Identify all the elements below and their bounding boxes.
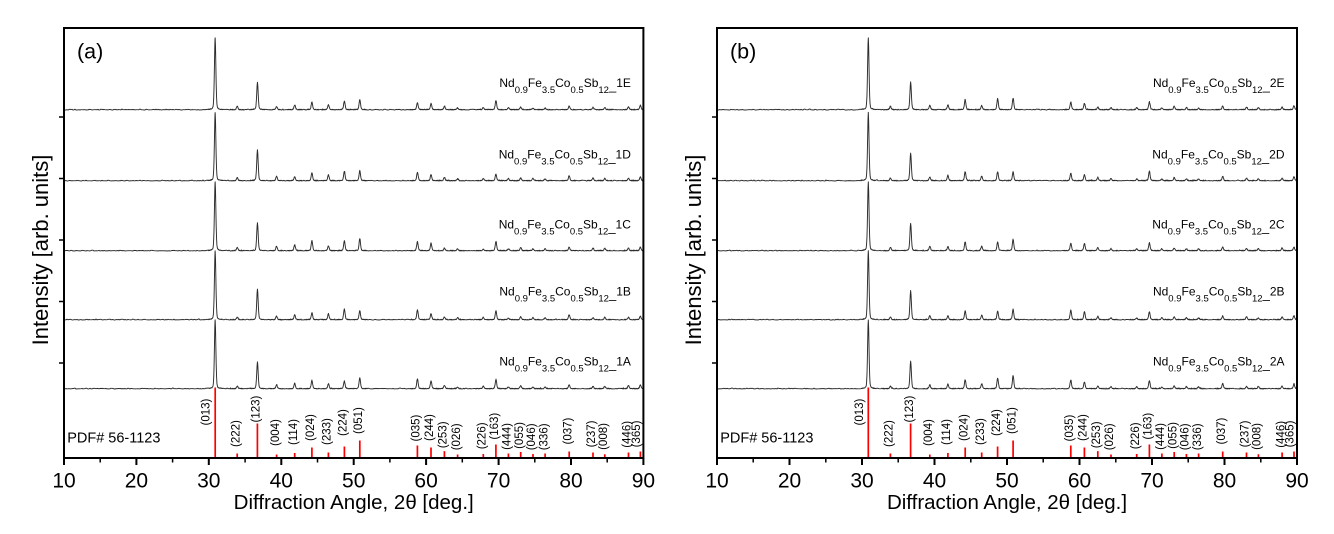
svg-text:Intensity [arb. units]: Intensity [arb. units] xyxy=(681,155,706,346)
svg-text:(336): (336) xyxy=(538,423,550,450)
svg-text:70: 70 xyxy=(1140,470,1163,493)
svg-text:(035): (035) xyxy=(1064,414,1076,441)
svg-text:(244): (244) xyxy=(1078,414,1090,441)
svg-text:Intensity [arb. units]: Intensity [arb. units] xyxy=(28,155,53,346)
svg-text:(051): (051) xyxy=(353,407,365,434)
svg-text:50: 50 xyxy=(342,470,365,493)
svg-text:(253): (253) xyxy=(1091,421,1103,448)
svg-text:(a): (a) xyxy=(77,40,103,64)
svg-text:(114): (114) xyxy=(941,419,953,445)
svg-text:(123): (123) xyxy=(904,395,916,422)
svg-text:(444): (444) xyxy=(502,423,514,450)
svg-text:(163): (163) xyxy=(489,413,501,440)
svg-text:60: 60 xyxy=(1068,470,1091,493)
svg-text:(b): (b) xyxy=(730,40,756,64)
svg-text:(123): (123) xyxy=(251,395,263,422)
svg-text:(114): (114) xyxy=(288,419,300,445)
svg-text:Nd0.9Fe3.5Co0.5Sb12_1B: Nd0.9Fe3.5Co0.5Sb12_1B xyxy=(499,285,631,305)
svg-text:(233): (233) xyxy=(975,418,987,445)
svg-text:(365): (365) xyxy=(631,420,643,447)
svg-text:(163): (163) xyxy=(1143,413,1155,440)
svg-text:90: 90 xyxy=(1285,470,1308,493)
svg-text:(233): (233) xyxy=(322,418,334,445)
svg-text:(224): (224) xyxy=(991,409,1003,436)
svg-text:(222): (222) xyxy=(884,420,896,447)
svg-text:30: 30 xyxy=(850,470,873,493)
svg-text:40: 40 xyxy=(270,470,293,493)
svg-text:(026): (026) xyxy=(451,423,463,450)
svg-text:(024): (024) xyxy=(958,414,970,441)
svg-text:(446): (446) xyxy=(622,421,634,448)
svg-text:80: 80 xyxy=(559,470,582,493)
svg-text:10: 10 xyxy=(705,470,728,493)
svg-text:80: 80 xyxy=(1213,470,1236,493)
svg-text:(037): (037) xyxy=(562,417,574,444)
svg-text:(226): (226) xyxy=(1130,422,1142,449)
svg-text:70: 70 xyxy=(487,470,510,493)
svg-text:(046): (046) xyxy=(526,423,538,450)
svg-text:20: 20 xyxy=(778,470,801,493)
svg-text:50: 50 xyxy=(995,470,1018,493)
svg-text:(008): (008) xyxy=(598,423,610,450)
svg-text:(222): (222) xyxy=(230,420,242,447)
svg-text:(004): (004) xyxy=(923,419,935,446)
svg-text:(226): (226) xyxy=(477,422,489,449)
svg-text:30: 30 xyxy=(197,470,220,493)
svg-text:PDF# 56-1123: PDF# 56-1123 xyxy=(67,431,160,447)
svg-text:(051): (051) xyxy=(1006,407,1018,434)
svg-text:(037): (037) xyxy=(1216,417,1228,444)
svg-text:(008): (008) xyxy=(1252,423,1264,450)
svg-text:(365): (365) xyxy=(1285,420,1297,447)
svg-text:(046): (046) xyxy=(1180,423,1192,450)
svg-text:(444): (444) xyxy=(1155,423,1167,450)
svg-text:(055): (055) xyxy=(514,422,526,449)
svg-text:PDF# 56-1123: PDF# 56-1123 xyxy=(720,431,813,447)
svg-text:Nd0.9Fe3.5Co0.5Sb12_2E: Nd0.9Fe3.5Co0.5Sb12_2E xyxy=(1153,76,1285,96)
svg-text:(013): (013) xyxy=(201,398,213,425)
svg-text:(336): (336) xyxy=(1192,423,1204,450)
svg-text:(055): (055) xyxy=(1167,422,1179,449)
svg-text:Nd0.9Fe3.5Co0.5Sb12_1E: Nd0.9Fe3.5Co0.5Sb12_1E xyxy=(499,76,631,96)
svg-text:10: 10 xyxy=(52,470,75,493)
svg-text:(026): (026) xyxy=(1104,423,1116,450)
svg-text:(253): (253) xyxy=(438,421,450,448)
svg-text:40: 40 xyxy=(923,470,946,493)
svg-text:(237): (237) xyxy=(586,420,598,447)
svg-text:(224): (224) xyxy=(338,409,350,436)
svg-text:(004): (004) xyxy=(270,419,282,446)
svg-text:60: 60 xyxy=(414,470,437,493)
svg-text:(024): (024) xyxy=(305,414,317,441)
svg-text:90: 90 xyxy=(632,470,655,493)
svg-text:(446): (446) xyxy=(1275,421,1287,448)
svg-text:Diffraction Angle, 2θ [deg.]: Diffraction Angle, 2θ [deg.] xyxy=(887,491,1127,514)
svg-text:Diffraction Angle, 2θ [deg.]: Diffraction Angle, 2θ [deg.] xyxy=(234,491,474,514)
svg-text:(244): (244) xyxy=(424,414,436,441)
svg-text:20: 20 xyxy=(125,470,148,493)
svg-text:(013): (013) xyxy=(854,398,866,425)
svg-text:(035): (035) xyxy=(411,414,423,441)
svg-text:(237): (237) xyxy=(1240,420,1252,447)
